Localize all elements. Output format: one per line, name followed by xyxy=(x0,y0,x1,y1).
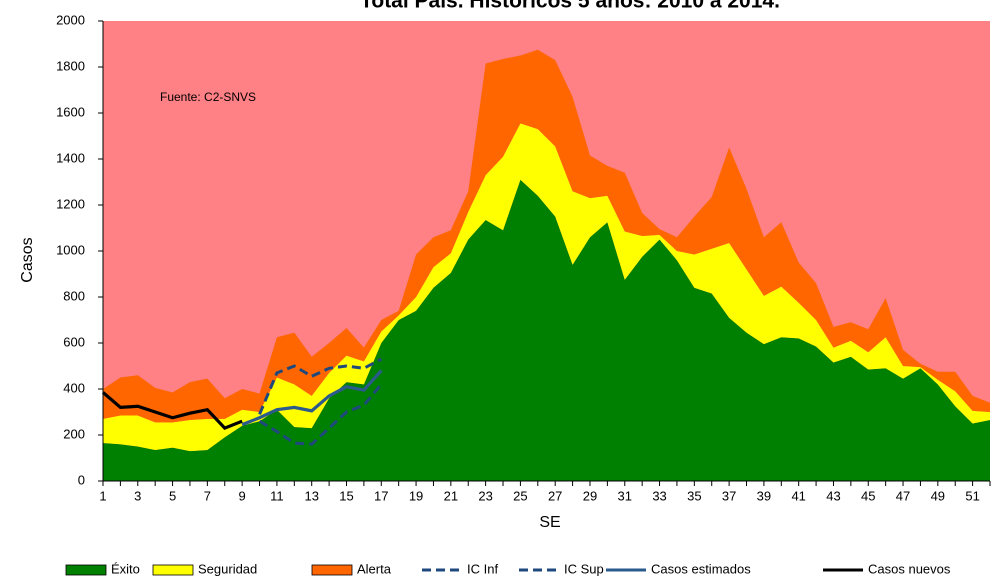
x-tick-label: 33 xyxy=(652,488,666,503)
x-tick-label: 3 xyxy=(134,488,141,503)
x-tick-label: 35 xyxy=(687,488,701,503)
area xyxy=(103,179,990,481)
x-tick-label: 15 xyxy=(339,488,353,503)
x-tick-label: 1 xyxy=(99,488,106,503)
x-tick-label: 23 xyxy=(478,488,492,503)
y-tick-label: 2000 xyxy=(56,12,85,27)
x-tick-label: 17 xyxy=(374,488,388,503)
x-tick-label: 7 xyxy=(204,488,211,503)
x-tick-label: 19 xyxy=(409,488,423,503)
x-tick-label: 11 xyxy=(270,488,284,503)
area xyxy=(103,49,990,423)
x-tick-label: 9 xyxy=(239,488,246,503)
annotation: Fuente: C2-SNVS xyxy=(160,90,256,104)
x-tick-label: 5 xyxy=(169,488,176,503)
line xyxy=(258,357,382,415)
y-tick-label: 600 xyxy=(63,334,85,349)
y-tick-label: 1800 xyxy=(56,58,85,73)
y-tick-label: 800 xyxy=(63,288,85,303)
x-tick-label: 25 xyxy=(513,488,527,503)
x-tick-label: 43 xyxy=(826,488,840,503)
legend-label: Casos estimados xyxy=(651,561,751,576)
y-tick-label: 1000 xyxy=(56,242,85,257)
x-tick-label: 31 xyxy=(618,488,632,503)
y-tick-label: 200 xyxy=(63,426,85,441)
x-tick-label: 49 xyxy=(931,488,945,503)
line xyxy=(101,391,243,430)
x-tick-label: 37 xyxy=(722,488,736,503)
legend-label: IC Sup xyxy=(564,561,604,576)
x-tick-label: 29 xyxy=(583,488,597,503)
legend-label: Alerta xyxy=(357,561,392,576)
legend-swatch xyxy=(65,564,107,576)
x-tick-label: 27 xyxy=(548,488,562,503)
legend-label: Seguridad xyxy=(198,561,257,576)
line xyxy=(258,383,383,446)
legend-label: Casos nuevos xyxy=(868,561,951,576)
y-tick-label: 1200 xyxy=(56,196,85,211)
x-tick-label: 21 xyxy=(444,488,458,503)
y-tick-label: 1400 xyxy=(56,150,85,165)
legend-swatch xyxy=(311,564,353,576)
x-tick-label: 47 xyxy=(896,488,910,503)
x-tick-label: 51 xyxy=(965,488,979,503)
x-tick-label: 13 xyxy=(304,488,318,503)
y-tick-label: 1600 xyxy=(56,104,85,119)
x-tick-label: 45 xyxy=(861,488,875,503)
y-axis-title: Casos xyxy=(19,237,36,282)
legend-label: IC Inf xyxy=(467,561,498,576)
legend: Éxito Seguridad Alerta IC Inf IC Sup Casos es… xyxy=(65,561,951,576)
y-tick-label: 0 xyxy=(78,472,85,487)
area xyxy=(103,123,990,452)
x-tick-label: 39 xyxy=(757,488,771,503)
chart-title: Total País. Históricos 5 años: 2010 a 20… xyxy=(360,0,780,13)
legend-label: Éxito xyxy=(111,561,140,576)
line xyxy=(241,369,383,427)
legend-swatch xyxy=(152,564,194,576)
x-tick-label: 41 xyxy=(791,488,805,503)
y-tick-label: 400 xyxy=(63,380,85,395)
x-axis-title: SE xyxy=(539,514,560,531)
